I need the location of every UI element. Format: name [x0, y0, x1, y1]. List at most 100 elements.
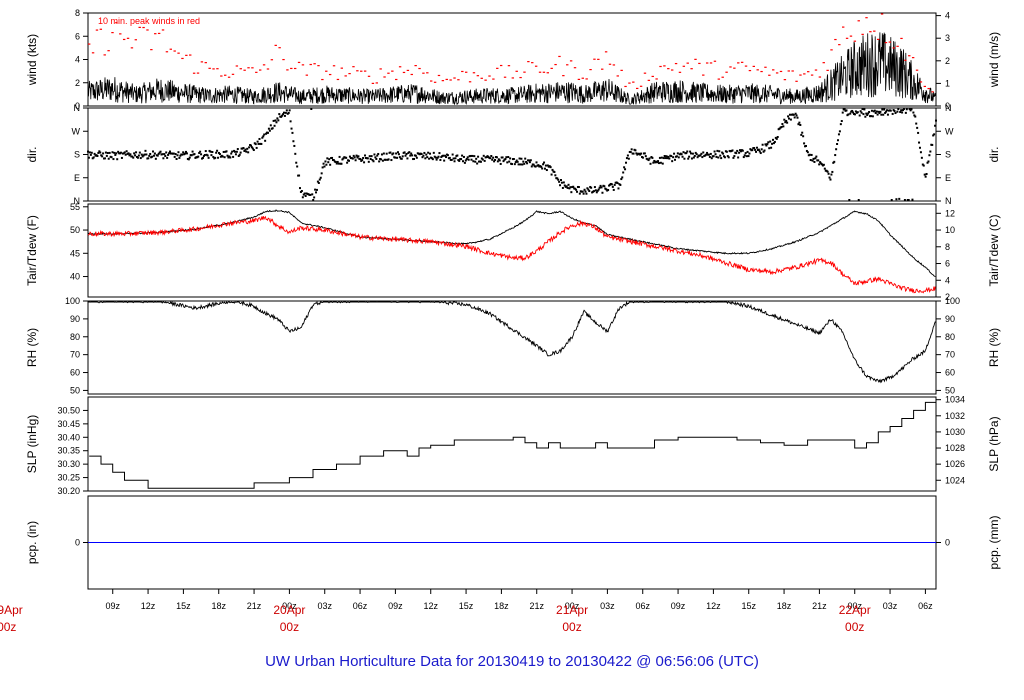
wind-dir-point: [557, 178, 560, 181]
wind-dir-point: [465, 157, 468, 160]
wind-dir-point: [662, 157, 665, 160]
wind-dir-point: [513, 163, 516, 166]
wind-dir-point: [785, 119, 788, 122]
wind-dir-point: [680, 153, 683, 156]
wind-dir-point: [706, 151, 709, 154]
wind-dir-point: [111, 151, 114, 154]
wind-dir-point: [181, 153, 184, 156]
wind-dir-point: [597, 188, 600, 191]
wind-dir-point: [336, 160, 339, 163]
wind-dir-point: [355, 154, 358, 157]
wind-dir-point: [161, 153, 164, 156]
wind-dir-point: [594, 189, 597, 192]
wind-dir-point: [133, 152, 136, 155]
wind-dir-point: [528, 161, 531, 164]
wind-dir-point: [302, 193, 305, 196]
wind-dir-point: [928, 154, 931, 157]
wind-dir-point: [761, 143, 764, 146]
wind-dir-point: [474, 160, 477, 163]
wind-dir-point: [511, 163, 513, 166]
x-tick-label: 15z: [176, 601, 191, 611]
wind-dir-point: [376, 154, 379, 157]
slp-left-tick-label: 30.20: [57, 486, 80, 496]
wind-dir-point: [373, 153, 376, 156]
wind-dir-point: [548, 165, 551, 168]
wind-dir-point: [345, 156, 348, 159]
slp-right-tick-label: 1024: [945, 475, 965, 485]
wind-dir-point: [663, 154, 666, 157]
wind-dir-point: [830, 173, 833, 176]
wind-dir-point: [535, 161, 538, 164]
wind-dir-point: [810, 153, 813, 156]
wind-dir-point: [353, 156, 356, 159]
slp-right-tick-label: 1034: [945, 395, 965, 405]
wind-dir-point: [619, 183, 622, 186]
wind-dir-point: [626, 154, 629, 157]
wind-dir-point: [489, 157, 492, 160]
wind-dir-point: [556, 177, 559, 180]
wind-dir-point: [104, 151, 107, 154]
x-tick-label: 09z: [388, 601, 403, 611]
wind-dir-point: [153, 152, 156, 155]
wind-dir-point: [115, 152, 118, 155]
x-tick-label: 06z: [918, 601, 933, 611]
x-tick-label: 03z: [883, 601, 898, 611]
wind-dir-point: [429, 152, 432, 155]
wind-dir-point: [811, 159, 814, 162]
wind-dir-point: [801, 131, 804, 134]
wind-dir-point: [829, 178, 832, 181]
wind-dir-point: [145, 153, 148, 156]
wind-dir-point: [245, 150, 248, 153]
wind-dir-point: [88, 151, 91, 154]
wind-dir-point: [352, 154, 355, 157]
wind-dir-point: [772, 142, 775, 145]
wind-dir-point: [857, 199, 860, 201]
wind-dir-point: [207, 156, 210, 159]
wind-dir-point: [527, 159, 530, 162]
wind-dir-point: [426, 156, 429, 159]
rh-frame: [87, 300, 937, 395]
wind-dir-point: [254, 143, 257, 146]
temp-right-tick-label: 6: [945, 259, 950, 269]
wind-dir-point: [179, 154, 182, 157]
dir-left-tick-label: S: [74, 150, 80, 160]
wind-dir-point: [129, 153, 132, 156]
wind-dir-point: [797, 123, 800, 126]
dir-ylabel-right: dir.: [987, 146, 1001, 162]
wind-dir-point: [261, 136, 264, 139]
rh-left-tick-label: 70: [70, 350, 80, 360]
wind-dir-point: [617, 187, 620, 190]
wind-dir-point: [134, 154, 137, 157]
wind-dir-point: [613, 183, 616, 186]
temp-left-tick-label: 50: [70, 225, 80, 235]
wind-dir-point: [397, 153, 400, 156]
wind-dir-point: [596, 189, 599, 192]
wind-dir-point: [89, 153, 92, 156]
slp-step-line: [89, 398, 937, 489]
wind-dir-point: [381, 159, 384, 162]
x-tick-label: 21z: [247, 601, 262, 611]
wind-dir-point: [908, 108, 911, 111]
wind-dir-point: [337, 162, 340, 165]
wind-dir-point: [519, 163, 522, 166]
wind-dir-point: [570, 191, 573, 194]
wind-dir-point: [463, 161, 466, 164]
wind-dir-point: [565, 185, 568, 188]
wind-dir-point: [446, 154, 449, 157]
wind-dir-point: [226, 154, 229, 157]
wind-dir-point: [493, 160, 496, 163]
wind-dir-point: [263, 133, 266, 136]
wind-dir-point: [139, 157, 142, 160]
wind-dir-point: [495, 156, 498, 159]
wind-dir-point: [550, 173, 553, 176]
wind-dir-point: [578, 192, 581, 195]
wind-ylabel-left: wind (kts): [25, 34, 39, 86]
wind-dir-point: [672, 156, 675, 159]
wind-dir-point: [278, 113, 281, 116]
wind-dir-point: [251, 147, 254, 150]
wind-dir-point: [927, 160, 930, 163]
temp-right-tick-label: 8: [945, 242, 950, 252]
wind-dir-point: [891, 112, 894, 115]
wind-dir-point: [516, 160, 519, 163]
wind-dir-point: [681, 155, 684, 158]
